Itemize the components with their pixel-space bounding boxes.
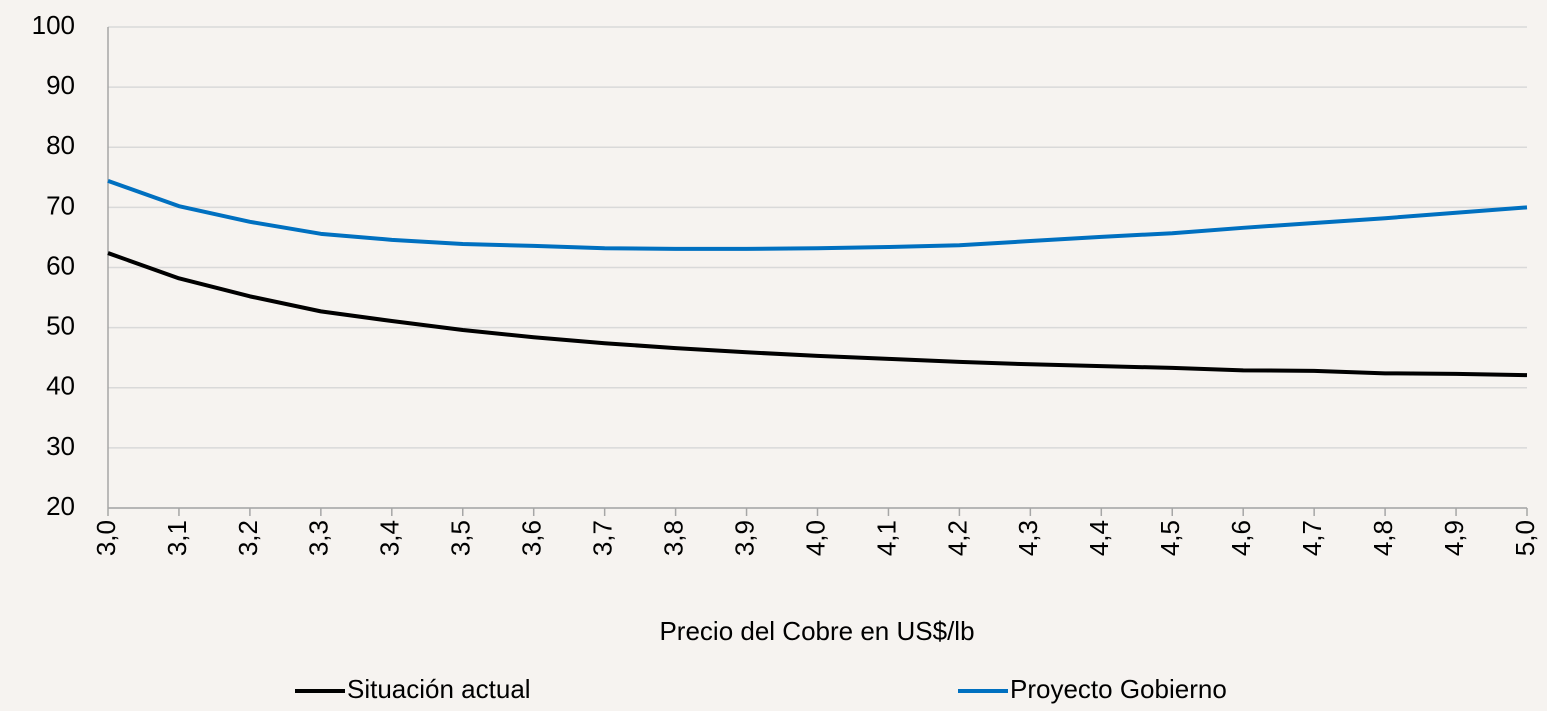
- x-tick-label: 4,4: [1084, 520, 1114, 556]
- y-tick-label: 100: [32, 10, 75, 40]
- x-tick-label: 3,8: [658, 520, 688, 556]
- line-series: [107, 251, 1528, 378]
- x-tick-label: 3,5: [446, 520, 476, 556]
- y-tick-label: 80: [46, 130, 75, 160]
- x-tick-label: 3,6: [517, 520, 547, 556]
- y-tick-label: 60: [46, 250, 75, 280]
- x-tick-label: 5,0: [1510, 520, 1540, 556]
- x-tick-label: 3,2: [233, 520, 263, 556]
- y-tick-label: 30: [46, 431, 75, 461]
- x-tick-label: 4,7: [1297, 520, 1327, 556]
- y-tick-label: 70: [46, 190, 75, 220]
- x-axis-label: Precio del Cobre en US$/lb: [659, 616, 974, 646]
- x-tick-label: 3,3: [304, 520, 334, 556]
- y-tick-label: 20: [46, 491, 75, 521]
- x-tick-label: 4,9: [1439, 520, 1469, 556]
- x-tick-label: 3,1: [162, 520, 192, 556]
- x-tick-label: 4,1: [871, 520, 901, 556]
- y-tick-label: 40: [46, 371, 75, 401]
- legend-label: Proyecto Gobierno: [1010, 674, 1227, 704]
- x-tick-label: 3,0: [91, 520, 121, 556]
- x-tick-label: 3,9: [729, 520, 759, 556]
- x-tick-label: 3,4: [375, 520, 405, 556]
- x-tick-label: 4,0: [800, 520, 830, 556]
- line-series: [107, 179, 1528, 251]
- x-tick-label: 3,7: [588, 520, 618, 556]
- y-tick-label: 90: [46, 70, 75, 100]
- x-tick-label: 4,6: [1226, 520, 1256, 556]
- x-tick-label: 4,3: [1013, 520, 1043, 556]
- x-tick-label: 4,2: [942, 520, 972, 556]
- x-tick-label: 4,5: [1155, 520, 1185, 556]
- x-tick-label: 4,8: [1368, 520, 1398, 556]
- y-tick-label: 50: [46, 311, 75, 341]
- legend-label: Situación actual: [347, 674, 531, 704]
